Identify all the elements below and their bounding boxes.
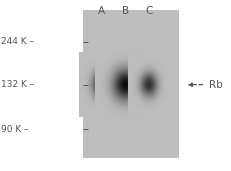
Text: 132 K –: 132 K –: [1, 80, 34, 89]
Bar: [82, 10, 178, 158]
Text: C: C: [145, 6, 152, 16]
Text: Rb: Rb: [208, 80, 222, 90]
Text: 244 K –: 244 K –: [1, 37, 34, 46]
Text: 90 K –: 90 K –: [1, 125, 29, 134]
Text: A: A: [97, 6, 104, 16]
Text: B: B: [121, 6, 128, 16]
